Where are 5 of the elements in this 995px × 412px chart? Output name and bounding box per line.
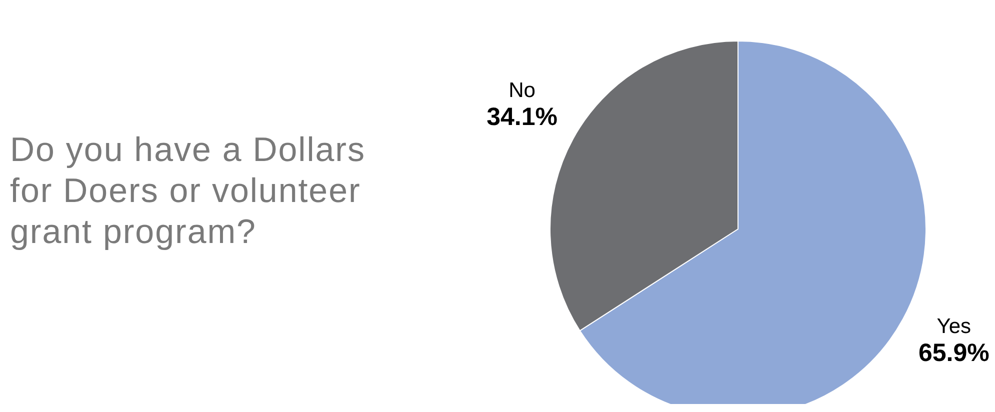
data-label: 65.9% <box>918 338 990 367</box>
text: Do you have a Dollars for Doers or volunteer grant program? <box>10 130 367 253</box>
data-label: 34.1% <box>486 103 558 132</box>
slice-label: Yes <box>936 314 972 338</box>
slice-label: No <box>508 79 536 102</box>
